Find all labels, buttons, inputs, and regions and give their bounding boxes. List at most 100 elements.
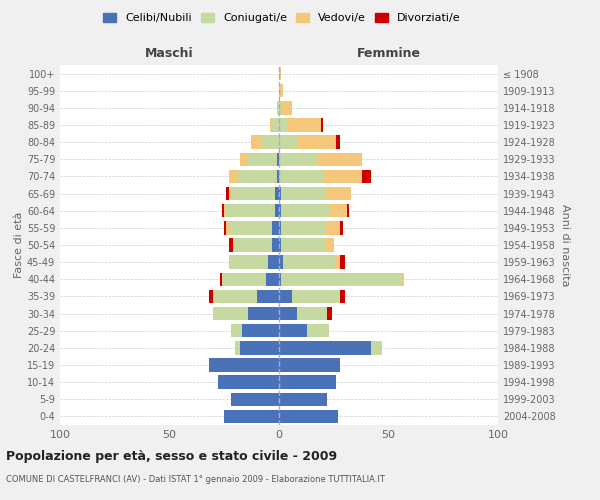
Bar <box>371 341 382 354</box>
Bar <box>283 256 336 269</box>
Bar <box>279 204 281 218</box>
Bar <box>281 272 401 286</box>
Bar <box>281 101 292 114</box>
Bar <box>277 170 279 183</box>
Bar <box>307 324 329 338</box>
Y-axis label: Fasce di età: Fasce di età <box>14 212 24 278</box>
Bar <box>248 152 277 166</box>
Bar <box>281 238 325 252</box>
Bar <box>336 136 340 149</box>
Bar <box>277 101 279 114</box>
Bar <box>279 101 281 114</box>
Bar <box>238 170 277 183</box>
Bar <box>279 238 281 252</box>
Bar <box>323 170 362 183</box>
Bar <box>281 204 329 218</box>
Bar <box>272 118 279 132</box>
Bar <box>279 392 327 406</box>
Bar <box>222 204 224 218</box>
Bar <box>279 84 283 98</box>
Bar <box>401 272 404 286</box>
Bar <box>226 221 229 234</box>
Bar <box>279 136 296 149</box>
Bar <box>224 204 226 218</box>
Bar <box>226 187 229 200</box>
Bar <box>279 341 371 354</box>
Text: Maschi: Maschi <box>145 47 194 60</box>
Bar <box>233 238 272 252</box>
Bar <box>336 256 340 269</box>
Bar <box>292 290 340 303</box>
Bar <box>279 187 281 200</box>
Bar <box>296 136 336 149</box>
Bar <box>229 221 272 234</box>
Bar <box>239 152 248 166</box>
Bar <box>279 272 281 286</box>
Bar <box>242 324 279 338</box>
Bar <box>251 136 262 149</box>
Bar <box>222 272 266 286</box>
Bar <box>275 204 279 218</box>
Bar <box>340 221 343 234</box>
Bar <box>279 324 307 338</box>
Bar <box>272 221 279 234</box>
Bar <box>279 170 323 183</box>
Bar <box>262 136 279 149</box>
Bar <box>279 221 281 234</box>
Bar <box>266 272 279 286</box>
Bar <box>347 204 349 218</box>
Bar <box>218 376 279 389</box>
Bar <box>275 187 279 200</box>
Legend: Celibi/Nubili, Coniugati/e, Vedovi/e, Divorziati/e: Celibi/Nubili, Coniugati/e, Vedovi/e, Di… <box>101 10 463 26</box>
Y-axis label: Anni di nascita: Anni di nascita <box>560 204 569 286</box>
Bar <box>224 410 279 423</box>
Bar <box>325 221 340 234</box>
Bar <box>281 221 325 234</box>
Bar <box>288 118 320 132</box>
Bar <box>279 358 340 372</box>
Bar <box>281 187 325 200</box>
Bar <box>279 256 283 269</box>
Bar <box>229 256 268 269</box>
Bar <box>279 67 281 80</box>
Bar <box>362 170 371 183</box>
Bar <box>235 341 239 354</box>
Text: Popolazione per età, sesso e stato civile - 2009: Popolazione per età, sesso e stato civil… <box>6 450 337 463</box>
Bar <box>319 152 362 166</box>
Bar <box>224 221 226 234</box>
Bar <box>229 238 233 252</box>
Bar <box>279 118 288 132</box>
Bar <box>257 290 279 303</box>
Bar <box>325 238 334 252</box>
Bar <box>209 358 279 372</box>
Bar <box>231 324 242 338</box>
Bar <box>229 187 231 200</box>
Bar <box>209 290 214 303</box>
Bar <box>279 376 336 389</box>
Bar <box>231 187 275 200</box>
Bar <box>268 256 279 269</box>
Bar <box>231 392 279 406</box>
Bar <box>340 290 344 303</box>
Bar <box>327 307 332 320</box>
Bar <box>272 238 279 252</box>
Bar <box>320 118 323 132</box>
Bar <box>226 204 275 218</box>
Bar <box>214 290 257 303</box>
Bar <box>214 307 248 320</box>
Bar <box>279 307 296 320</box>
Bar <box>325 187 351 200</box>
Bar <box>279 410 338 423</box>
Bar <box>340 256 344 269</box>
Bar <box>329 204 347 218</box>
Bar <box>248 307 279 320</box>
Bar <box>279 290 292 303</box>
Bar <box>279 152 319 166</box>
Text: Femmine: Femmine <box>356 47 421 60</box>
Bar <box>277 152 279 166</box>
Bar <box>229 170 238 183</box>
Text: COMUNE DI CASTELFRANCI (AV) - Dati ISTAT 1° gennaio 2009 - Elaborazione TUTTITAL: COMUNE DI CASTELFRANCI (AV) - Dati ISTAT… <box>6 475 385 484</box>
Bar <box>296 307 327 320</box>
Bar <box>239 341 279 354</box>
Bar <box>220 272 222 286</box>
